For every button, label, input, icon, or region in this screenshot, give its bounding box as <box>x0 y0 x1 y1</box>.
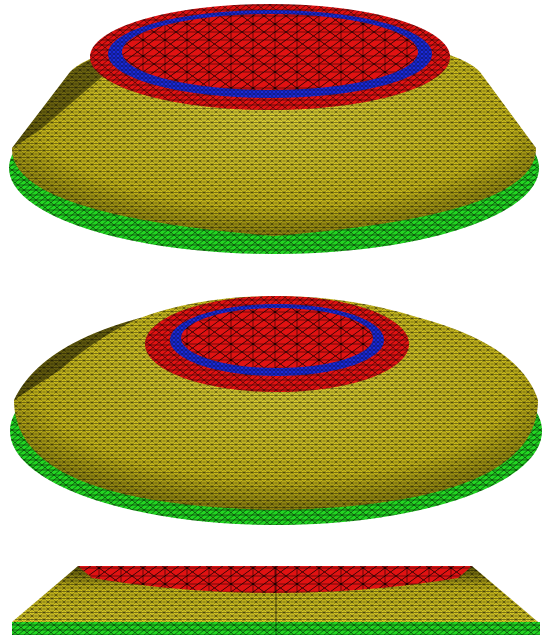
view-oblique-high <box>9 4 539 254</box>
view-oblique-low <box>10 296 542 525</box>
view-side <box>12 566 540 635</box>
